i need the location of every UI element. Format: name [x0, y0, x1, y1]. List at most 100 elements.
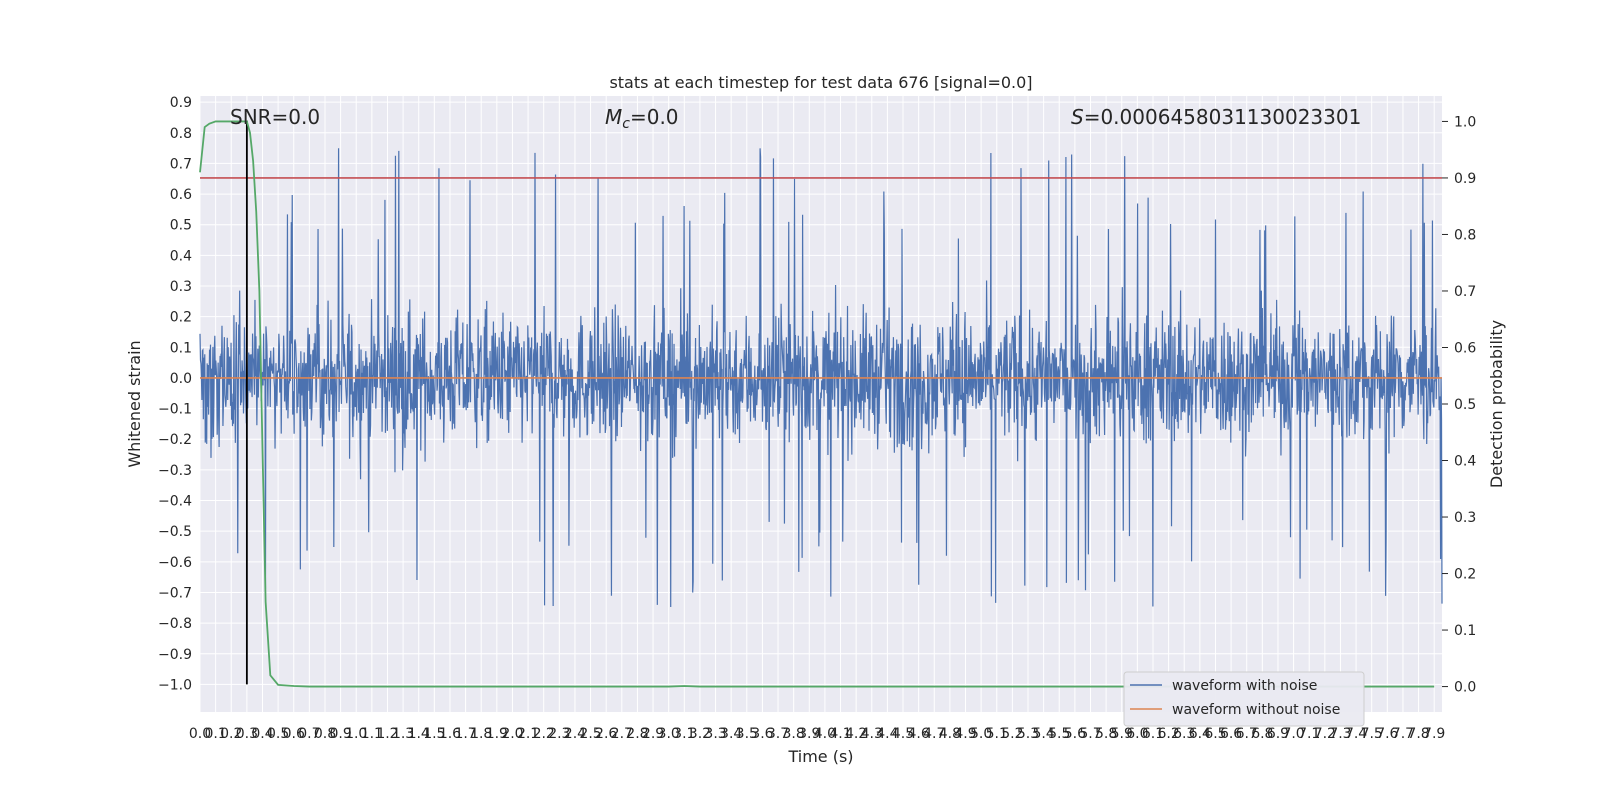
- x-axis-label: Time (s): [787, 747, 853, 766]
- y-tick-label: 0.9: [170, 95, 192, 111]
- x-tick-label: 1.4: [408, 726, 430, 742]
- y2-tick-label: 0.1: [1454, 623, 1476, 639]
- y2-tick-label: 0.7: [1454, 284, 1476, 300]
- y-tick-label: 0.2: [170, 310, 192, 326]
- waveform-with-noise-line: [199, 148, 1443, 608]
- mc-value: =0.0: [630, 105, 679, 129]
- y2-tick-label: 0.4: [1454, 454, 1476, 470]
- x-tick-label: 4.8: [939, 726, 961, 742]
- y2-tick-label: 0.8: [1454, 227, 1476, 243]
- x-tick-label: 0.4: [251, 726, 273, 742]
- x-tick-label: 3.9: [798, 726, 820, 742]
- x-tick-label: 3.6: [751, 726, 773, 742]
- x-tick-label: 1.6: [439, 726, 461, 742]
- x-tick-labels: 0.00.10.20.30.40.50.60.70.80.91.01.11.21…: [189, 726, 1445, 742]
- x-tick-label: 2.7: [611, 726, 633, 742]
- x-tick-label: 5.1: [986, 726, 1008, 742]
- x-tick-label: 0.9: [329, 726, 351, 742]
- x-tick-label: 2.8: [626, 726, 648, 742]
- x-tick-label: 4.2: [845, 726, 867, 742]
- y-tick-label: −1.0: [158, 677, 192, 693]
- x-tick-label: 5.8: [1095, 726, 1117, 742]
- x-tick-label: 3.0: [658, 726, 680, 742]
- y-axis-label: Whitened strain: [125, 340, 144, 467]
- x-tick-label: 4.3: [861, 726, 883, 742]
- x-tick-label: 7.1: [1298, 726, 1320, 742]
- x-tick-label: 3.7: [767, 726, 789, 742]
- s-value: =0.0006458031130023301: [1084, 105, 1362, 129]
- y-tick-label: −0.2: [158, 432, 192, 448]
- x-tick-label: 2.0: [501, 726, 523, 742]
- y-tick-label: −0.6: [158, 555, 192, 571]
- y2-tick-label: 0.5: [1454, 397, 1476, 413]
- x-tick-label: 0.0: [189, 726, 211, 742]
- x-tick-label: 5.6: [1064, 726, 1086, 742]
- x-tick-label: 6.7: [1236, 726, 1258, 742]
- x-tick-label: 5.3: [1017, 726, 1039, 742]
- x-tick-label: 5.0: [970, 726, 992, 742]
- chart-title: stats at each timestep for test data 676…: [609, 73, 1032, 92]
- x-tick-label: 1.7: [454, 726, 476, 742]
- y-tick-label: −0.4: [158, 494, 192, 510]
- mc-symbol: M: [605, 105, 622, 129]
- x-tick-label: 7.8: [1407, 726, 1429, 742]
- x-tick-label: 2.2: [533, 726, 555, 742]
- x-tick-label: 3.8: [783, 726, 805, 742]
- mc-annotation: Mc=0.0: [605, 105, 679, 132]
- x-tick-label: 7.4: [1345, 726, 1367, 742]
- y-tick-label: −0.7: [158, 585, 192, 601]
- x-tick-label: 6.1: [1142, 726, 1164, 742]
- x-tick-label: 7.6: [1376, 726, 1398, 742]
- y2-tick-label: 0.6: [1454, 340, 1476, 356]
- x-tick-label: 1.0: [345, 726, 367, 742]
- x-tick-label: 0.2: [220, 726, 242, 742]
- y-tick-label: 0.3: [170, 279, 192, 295]
- y-tick-label: 0.4: [170, 248, 192, 264]
- x-tick-label: 4.6: [908, 726, 930, 742]
- x-tick-label: 4.9: [954, 726, 976, 742]
- x-tick-label: 6.5: [1204, 726, 1226, 742]
- legend: waveform with noise waveform without noi…: [1123, 671, 1365, 727]
- x-tick-label: 3.1: [673, 726, 695, 742]
- snr-annotation: SNR=0.0: [230, 105, 320, 129]
- legend-entry-clean: waveform without noise: [1172, 702, 1340, 718]
- x-tick-label: 0.8: [314, 726, 336, 742]
- y-tick-label: 0.5: [170, 218, 192, 234]
- x-tick-label: 5.7: [1079, 726, 1101, 742]
- y2-axis-label: Detection probability: [1487, 320, 1506, 488]
- x-tick-label: 0.5: [267, 726, 289, 742]
- x-tick-label: 3.4: [720, 726, 742, 742]
- x-tick-label: 0.7: [298, 726, 320, 742]
- x-tick-label: 4.4: [876, 726, 898, 742]
- x-tick-label: 6.6: [1220, 726, 1242, 742]
- x-tick-label: 3.2: [689, 726, 711, 742]
- x-tick-label: 2.6: [595, 726, 617, 742]
- x-tick-label: 7.5: [1361, 726, 1383, 742]
- x-tick-label: 0.6: [283, 726, 305, 742]
- x-tick-label: 3.5: [736, 726, 758, 742]
- series-lines: [199, 120, 1442, 688]
- x-tick-label: 2.5: [579, 726, 601, 742]
- y-tick-label: 0.1: [170, 340, 192, 356]
- x-tick-label: 3.3: [704, 726, 726, 742]
- y-tick-label: −0.3: [158, 463, 192, 479]
- x-tick-label: 6.3: [1173, 726, 1195, 742]
- x-tick-label: 1.1: [361, 726, 383, 742]
- x-tick-label: 4.0: [814, 726, 836, 742]
- x-tick-label: 5.5: [1048, 726, 1070, 742]
- waveform-with-noise-path: [199, 148, 1443, 608]
- y-tick-label: −0.9: [158, 647, 192, 663]
- x-tick-label: 5.2: [1001, 726, 1023, 742]
- x-tick-label: 6.8: [1251, 726, 1273, 742]
- x-tick-label: 4.5: [892, 726, 914, 742]
- x-tick-label: 6.9: [1267, 726, 1289, 742]
- mc-subscript: c: [622, 116, 630, 132]
- x-tick-label: 0.1: [204, 726, 226, 742]
- x-tick-label: 7.3: [1329, 726, 1351, 742]
- y-tick-labels: 0.9 0.8 0.7 0.6 0.5 0.4 0.3 0.2 0.1 0.0 −0.1 −0.2 −0…: [158, 95, 192, 693]
- y-tick-label: 0.0: [170, 371, 192, 387]
- x-tick-label: 6.4: [1189, 726, 1211, 742]
- y2-tick-labels: 1.0 0.9 0.8 0.7 0.6 0.5 0.4 0.3 0.2 0.1 0.0: [1442, 114, 1476, 696]
- x-tick-label: 1.9: [486, 726, 508, 742]
